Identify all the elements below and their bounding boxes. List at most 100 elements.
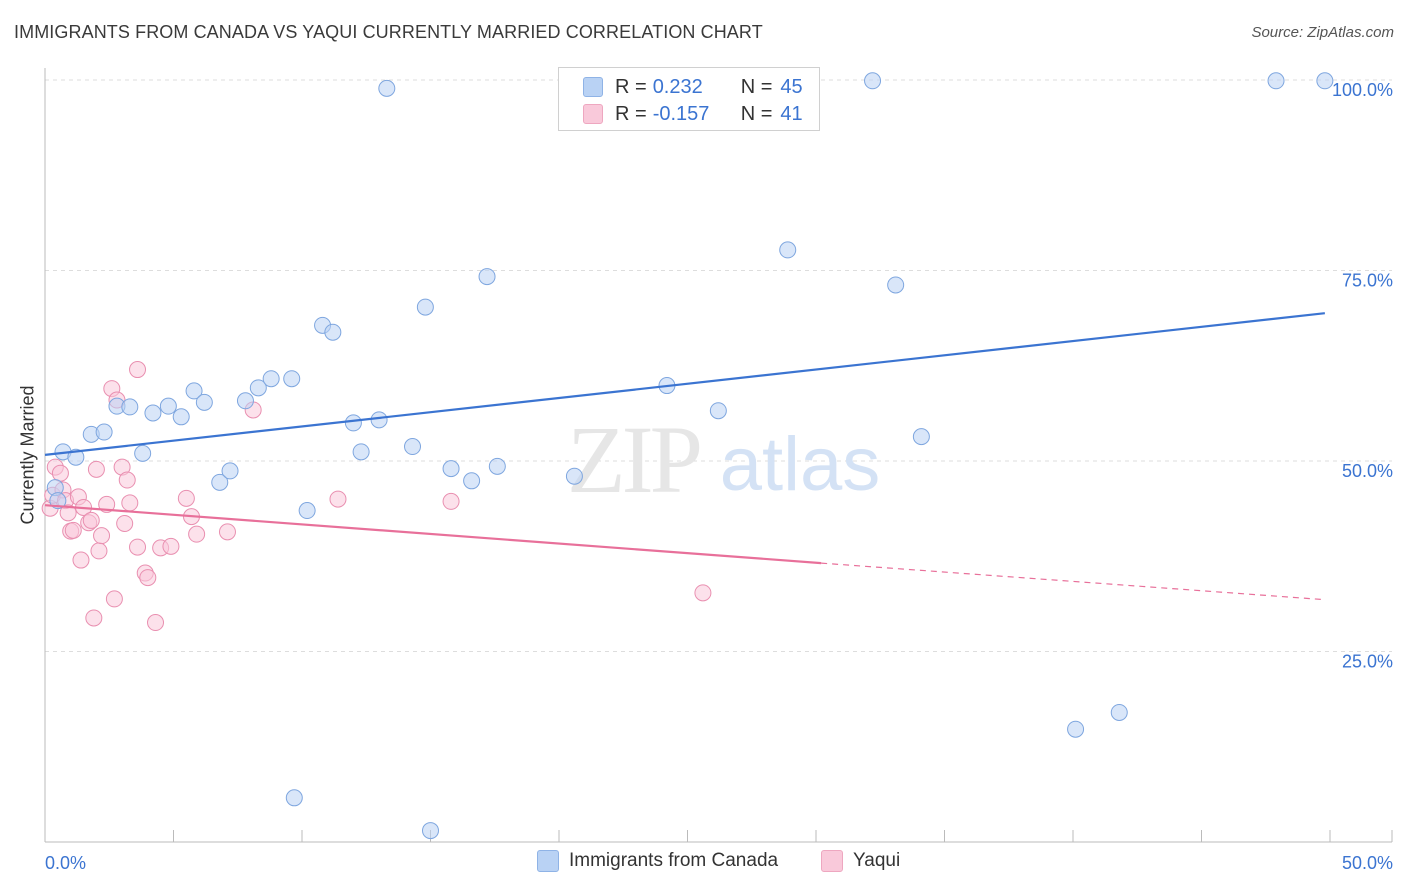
- canada-point: [298, 502, 316, 520]
- yaqui-point: [129, 361, 147, 379]
- canada-point: [709, 402, 727, 420]
- trend-lines: [44, 312, 1325, 601]
- series-name-canada: Immigrants from Canada: [569, 850, 779, 871]
- yaqui-point: [177, 489, 195, 507]
- watermark-atlas: atlas: [720, 422, 881, 507]
- yaqui-point: [121, 494, 139, 512]
- canada-point: [779, 241, 797, 259]
- legend-n-label: N =: [740, 75, 773, 98]
- canada-point: [49, 492, 67, 510]
- canada-point: [442, 460, 460, 478]
- series-legend: Immigrants from Canada Yaqui: [0, 850, 1406, 878]
- canada-point: [565, 467, 583, 485]
- yaqui-point: [93, 527, 111, 545]
- legend-swatch-yaqui: [583, 104, 603, 124]
- axes: [44, 68, 1392, 843]
- canada-point: [1067, 720, 1085, 738]
- canada-point: [144, 404, 162, 422]
- yaqui-point: [129, 538, 147, 556]
- watermark: ZIP atlas: [567, 406, 880, 513]
- yaqui-point: [85, 609, 103, 627]
- yaqui-point: [82, 511, 100, 529]
- y-tick-label: 50.0%: [1342, 461, 1393, 481]
- yaqui-point: [90, 542, 108, 560]
- canada-point: [344, 414, 362, 432]
- canada-point: [378, 79, 396, 97]
- canada-point: [912, 428, 930, 446]
- canada-point: [236, 392, 254, 410]
- yaqui-point: [218, 523, 236, 541]
- legend-n-value: 41: [780, 102, 803, 125]
- canada-point: [1316, 72, 1334, 90]
- legend-r-label: R =: [615, 75, 647, 98]
- canada-point: [195, 393, 213, 411]
- canada-point: [67, 448, 85, 466]
- yaqui-point: [105, 590, 123, 608]
- canada-point: [159, 397, 177, 415]
- legend-n-label: N =: [740, 102, 773, 125]
- canada-point: [221, 462, 239, 480]
- series-legend-yaqui: Yaqui: [821, 850, 900, 872]
- canada-point: [134, 444, 152, 462]
- canada-point: [416, 298, 434, 316]
- canada-point: [463, 472, 481, 490]
- y-tick-label: 75.0%: [1342, 271, 1393, 291]
- canada-point: [121, 398, 139, 416]
- legend-row-canada: R = 0.232 N = 45: [583, 74, 803, 100]
- correlation-legend: R = 0.232 N = 45 R = -0.157 N = 41: [558, 67, 820, 131]
- yaqui-point: [147, 614, 165, 632]
- canada-point: [95, 423, 113, 441]
- canada-trend-line: [44, 312, 1325, 456]
- yaqui-point: [188, 525, 206, 543]
- source-label: Source: ZipAtlas.com: [1251, 24, 1394, 41]
- canada-point: [370, 411, 388, 429]
- canada-point: [1110, 703, 1128, 721]
- canada-point: [283, 370, 301, 388]
- yaqui-point: [694, 584, 712, 602]
- canada-point: [172, 408, 190, 426]
- yaqui-point: [442, 492, 460, 510]
- x-tick-labels: 0.0% 50.0%: [45, 853, 1393, 873]
- ticks: [44, 830, 1393, 842]
- chart-title: IMMIGRANTS FROM CANADA VS YAQUI CURRENTL…: [14, 22, 763, 42]
- yaqui-point: [72, 551, 90, 569]
- canada-point: [324, 323, 342, 341]
- yaqui-point: [139, 569, 157, 587]
- yaqui-point: [118, 471, 136, 489]
- canada-point: [404, 438, 422, 456]
- series-name-yaqui: Yaqui: [853, 850, 901, 871]
- legend-r-value: -0.157: [652, 102, 710, 125]
- canada-point: [185, 382, 203, 400]
- series-swatch-canada: [537, 850, 559, 872]
- canada-point: [352, 443, 370, 461]
- yaqui-point: [51, 464, 69, 482]
- gridlines: [45, 79, 1392, 652]
- y-tick-label: 100.0%: [1332, 80, 1393, 100]
- legend-swatch-canada: [583, 77, 603, 97]
- legend-r-value: 0.232: [652, 75, 703, 98]
- yaqui-point: [162, 537, 180, 555]
- canada-point: [211, 473, 229, 491]
- canada-point: [262, 370, 280, 388]
- canada-points: [46, 72, 1334, 840]
- yaqui-point: [116, 514, 134, 532]
- canada-point: [887, 276, 905, 294]
- canada-point: [285, 789, 303, 807]
- watermark-zip: ZIP: [567, 406, 700, 513]
- x-tick-label: 0.0%: [45, 853, 86, 873]
- canada-point: [864, 72, 882, 90]
- canada-point: [488, 457, 506, 475]
- canada-point: [422, 822, 439, 840]
- yaqui-trend-line: [44, 504, 822, 565]
- canada-point: [478, 268, 496, 286]
- y-tick-labels: 25.0% 50.0% 75.0% 100.0%: [1332, 80, 1393, 672]
- yaqui-point: [87, 460, 105, 478]
- series-swatch-yaqui: [821, 850, 843, 872]
- legend-row-yaqui: R = -0.157 N = 41: [583, 101, 803, 127]
- yaqui-point: [59, 504, 77, 522]
- yaqui-points: [41, 361, 712, 632]
- y-tick-label: 25.0%: [1342, 652, 1393, 672]
- yaqui-trend-extension: [821, 562, 1325, 601]
- y-axis-label: Currently Married: [17, 385, 38, 525]
